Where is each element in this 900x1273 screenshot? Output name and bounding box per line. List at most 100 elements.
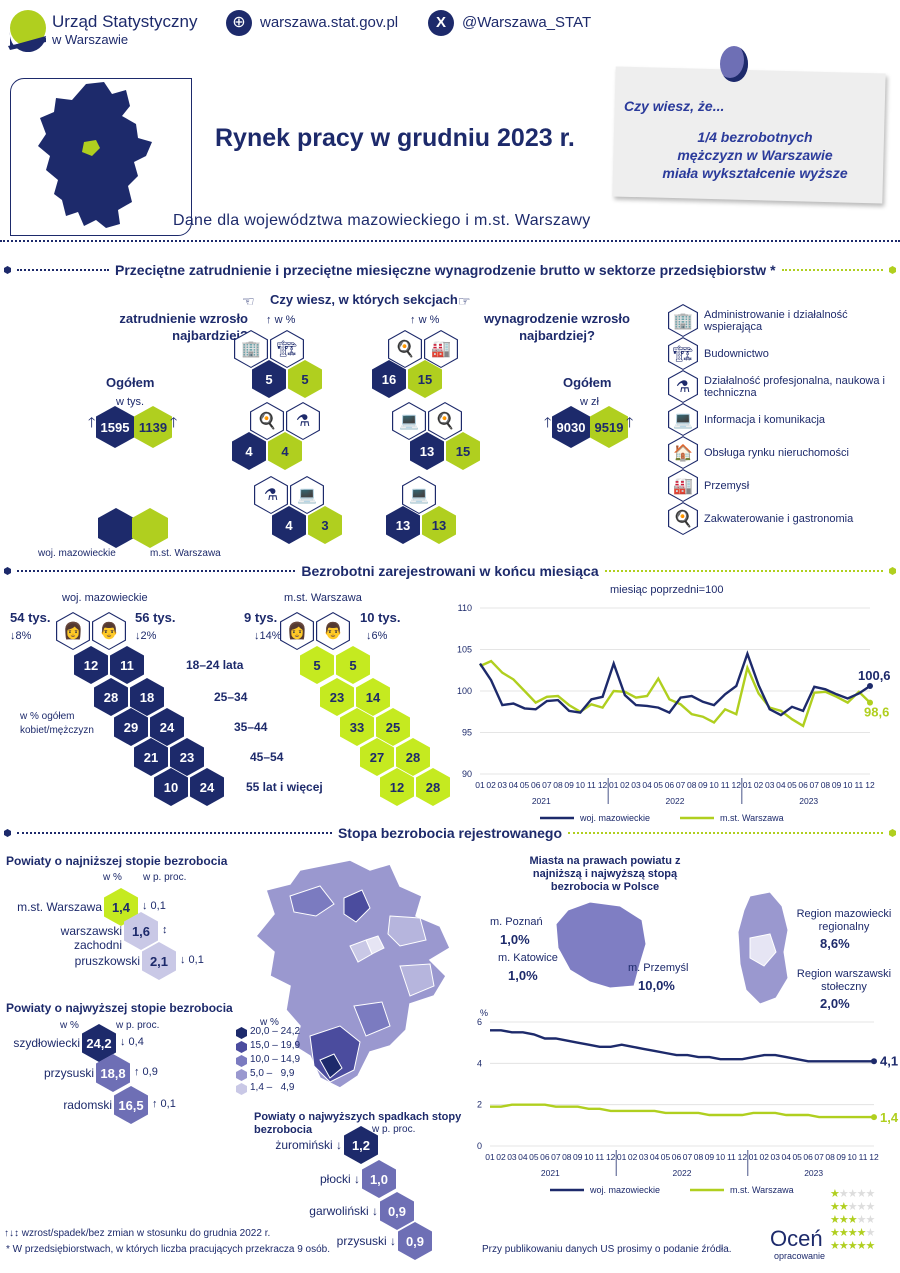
last-value-waw: 98,6 [864,705,889,720]
map-legend-label: 1,4 – 4,9 [250,1082,295,1093]
sector-icon: 🏭 [668,469,698,502]
map-legend-swatch [236,1055,247,1067]
wage-waw-hex: 9519 [590,406,628,448]
sector-legend-row: 🏢 Administrowanie i działalność wspierają… [668,304,888,337]
year-label: 2022 [673,1168,692,1178]
age-group-label: 35–44 [234,720,268,734]
high-change: ↑ 0,9 [134,1066,158,1078]
year-label: 2023 [804,1168,823,1178]
footer-note: * W przedsiębiorstwach, w których liczba… [6,1244,331,1255]
y-tick-label: 6 [477,1017,482,1027]
x-tick-label: 10 [709,780,719,790]
wage-hex: 16 [372,360,406,398]
region-rate: 8,6% [820,936,850,951]
x-tick-label: 04 [642,780,652,790]
x-tick-label: 12 [738,1152,748,1162]
last-value-maz: 100,6 [858,668,891,683]
wage-total-label: Ogółem [563,375,612,390]
sector-icon: 💻 [668,403,698,436]
pointing-hand-icon: ☜ [242,293,255,309]
waw-women-hex: 5 [300,646,334,684]
sector-label: Działalność profesjonalna, naukowa i tec… [704,374,885,399]
gastronomy-sector-icon: 🍳 [428,402,462,440]
x-tick-label: 09 [564,780,574,790]
maz-women-hex: 12 [74,646,108,684]
col-pct: w % [60,1020,79,1031]
sections-legend: 🏢 Administrowanie i działalność wspierają… [668,304,888,535]
x-tick-label: 04 [518,1152,528,1162]
drop-rate-hex: 0,9 [398,1222,432,1260]
rate-label[interactable]: Oceń [770,1226,823,1251]
section2-title: Bezrobotni zarejestrowani w końcu miesią… [301,563,599,579]
x-tick-label: 08 [825,1152,835,1162]
map-legend-swatch [236,1083,247,1095]
x-tick-label: 10 [716,1152,726,1162]
y-tick-label: 105 [457,645,472,655]
map-legend-swatch [236,1027,247,1039]
website-link[interactable]: warszawa.stat.gov.pl [260,14,399,31]
x-tick-label: 01 [475,780,485,790]
x-tick-label: 04 [776,780,786,790]
globe-icon: ⊕ [226,10,252,36]
emp-hex: 3 [308,506,342,544]
org-sub: w Warszawie [52,32,129,47]
high-powiat-name: radomski [63,1098,112,1112]
x-tick-label: 11 [587,780,596,790]
section-question: Czy wiesz, w których sekcjach [270,292,458,307]
low-change: ↓ 0,1 [142,900,166,912]
arrow-up-icon: 🡑 [544,414,552,430]
x-tick-label: 03 [498,780,508,790]
arrow-up-icon: 🡑 [626,414,634,430]
city-rate: 1,0% [508,968,538,983]
twitter-x-icon: X [428,10,454,36]
x-tick-label: 08 [694,1152,704,1162]
waw-women-hex: 23 [320,678,354,716]
x-tick-label: 03 [639,1152,649,1162]
x-tick-label: 12 [598,780,608,790]
x-tick-label: 09 [698,780,708,790]
x-tick-label: 05 [661,1152,671,1162]
note-title: Czy wiesz, że... [624,98,725,114]
x-tick-label: 02 [754,780,764,790]
divider [0,240,900,242]
map-legend-label: 5,0 – 9,9 [250,1068,295,1079]
series-end-point [871,1058,877,1065]
sector-icon: 🏠 [668,436,698,469]
x-tick-label: 06 [672,1152,682,1162]
sector-icon: 🏗 [668,337,698,370]
drop-powiat-name: płocki ↓ [319,1172,360,1186]
x-tick-label: 03 [765,780,775,790]
drop-powiat-name: garwoliński ↓ [309,1204,378,1218]
gastronomy-sector-icon: 🍳 [250,402,284,440]
sector-label: Budownictwo [704,347,769,360]
high-rate-hex: 18,8 [96,1054,130,1092]
x-tick-label: 01 [485,1152,495,1162]
gastronomy-sector-icon: 🍳 [388,330,422,368]
low-rate-hex: 2,1 [142,942,176,980]
waw-label: m.st. Warszawa [284,592,362,604]
sector-legend-row: 🍳 Zakwaterowanie i gastronomia [668,502,888,535]
section2-header: Bezrobotni zarejestrowani w końcu miesią… [0,563,900,579]
high-powiat-name: przysuski [43,1066,94,1080]
x-tick-label: 07 [551,1152,561,1162]
x-tick-label: 06 [531,780,541,790]
waw-women-count: 9 tys. [244,610,278,625]
maz-men-hex: 24 [190,768,224,806]
last-value-waw: 1,4 [880,1110,899,1125]
x-tick-label: 03 [771,1152,781,1162]
wage-hex: 15 [408,360,442,398]
rating-stars-icon[interactable]: ★★★★★ ★★★★★ ★★★★★ ★★★★★ ★★★★★ [830,1188,875,1252]
science-sector-icon: ⚗ [286,402,320,440]
sector-label: Obsługa rynku nieruchomości [704,446,849,459]
twitter-link[interactable]: @Warszawa_STAT [462,14,592,31]
y-tick-label: 100 [457,686,472,696]
map-legend-label: 10,0 – 14,9 [250,1054,301,1065]
section3-title: Stopa bezrobocia rejestrowanego [337,825,563,841]
legend-label: m.st. Warszawa [730,1185,794,1195]
x-tick-label: 06 [540,1152,550,1162]
x-tick-label: 08 [562,1152,572,1162]
high-rate-hex: 16,5 [114,1086,148,1124]
x-tick-label: 07 [542,780,552,790]
emp-hex: 4 [272,506,306,544]
sector-label: Administrowanie i działalność wspierając… [704,308,848,333]
